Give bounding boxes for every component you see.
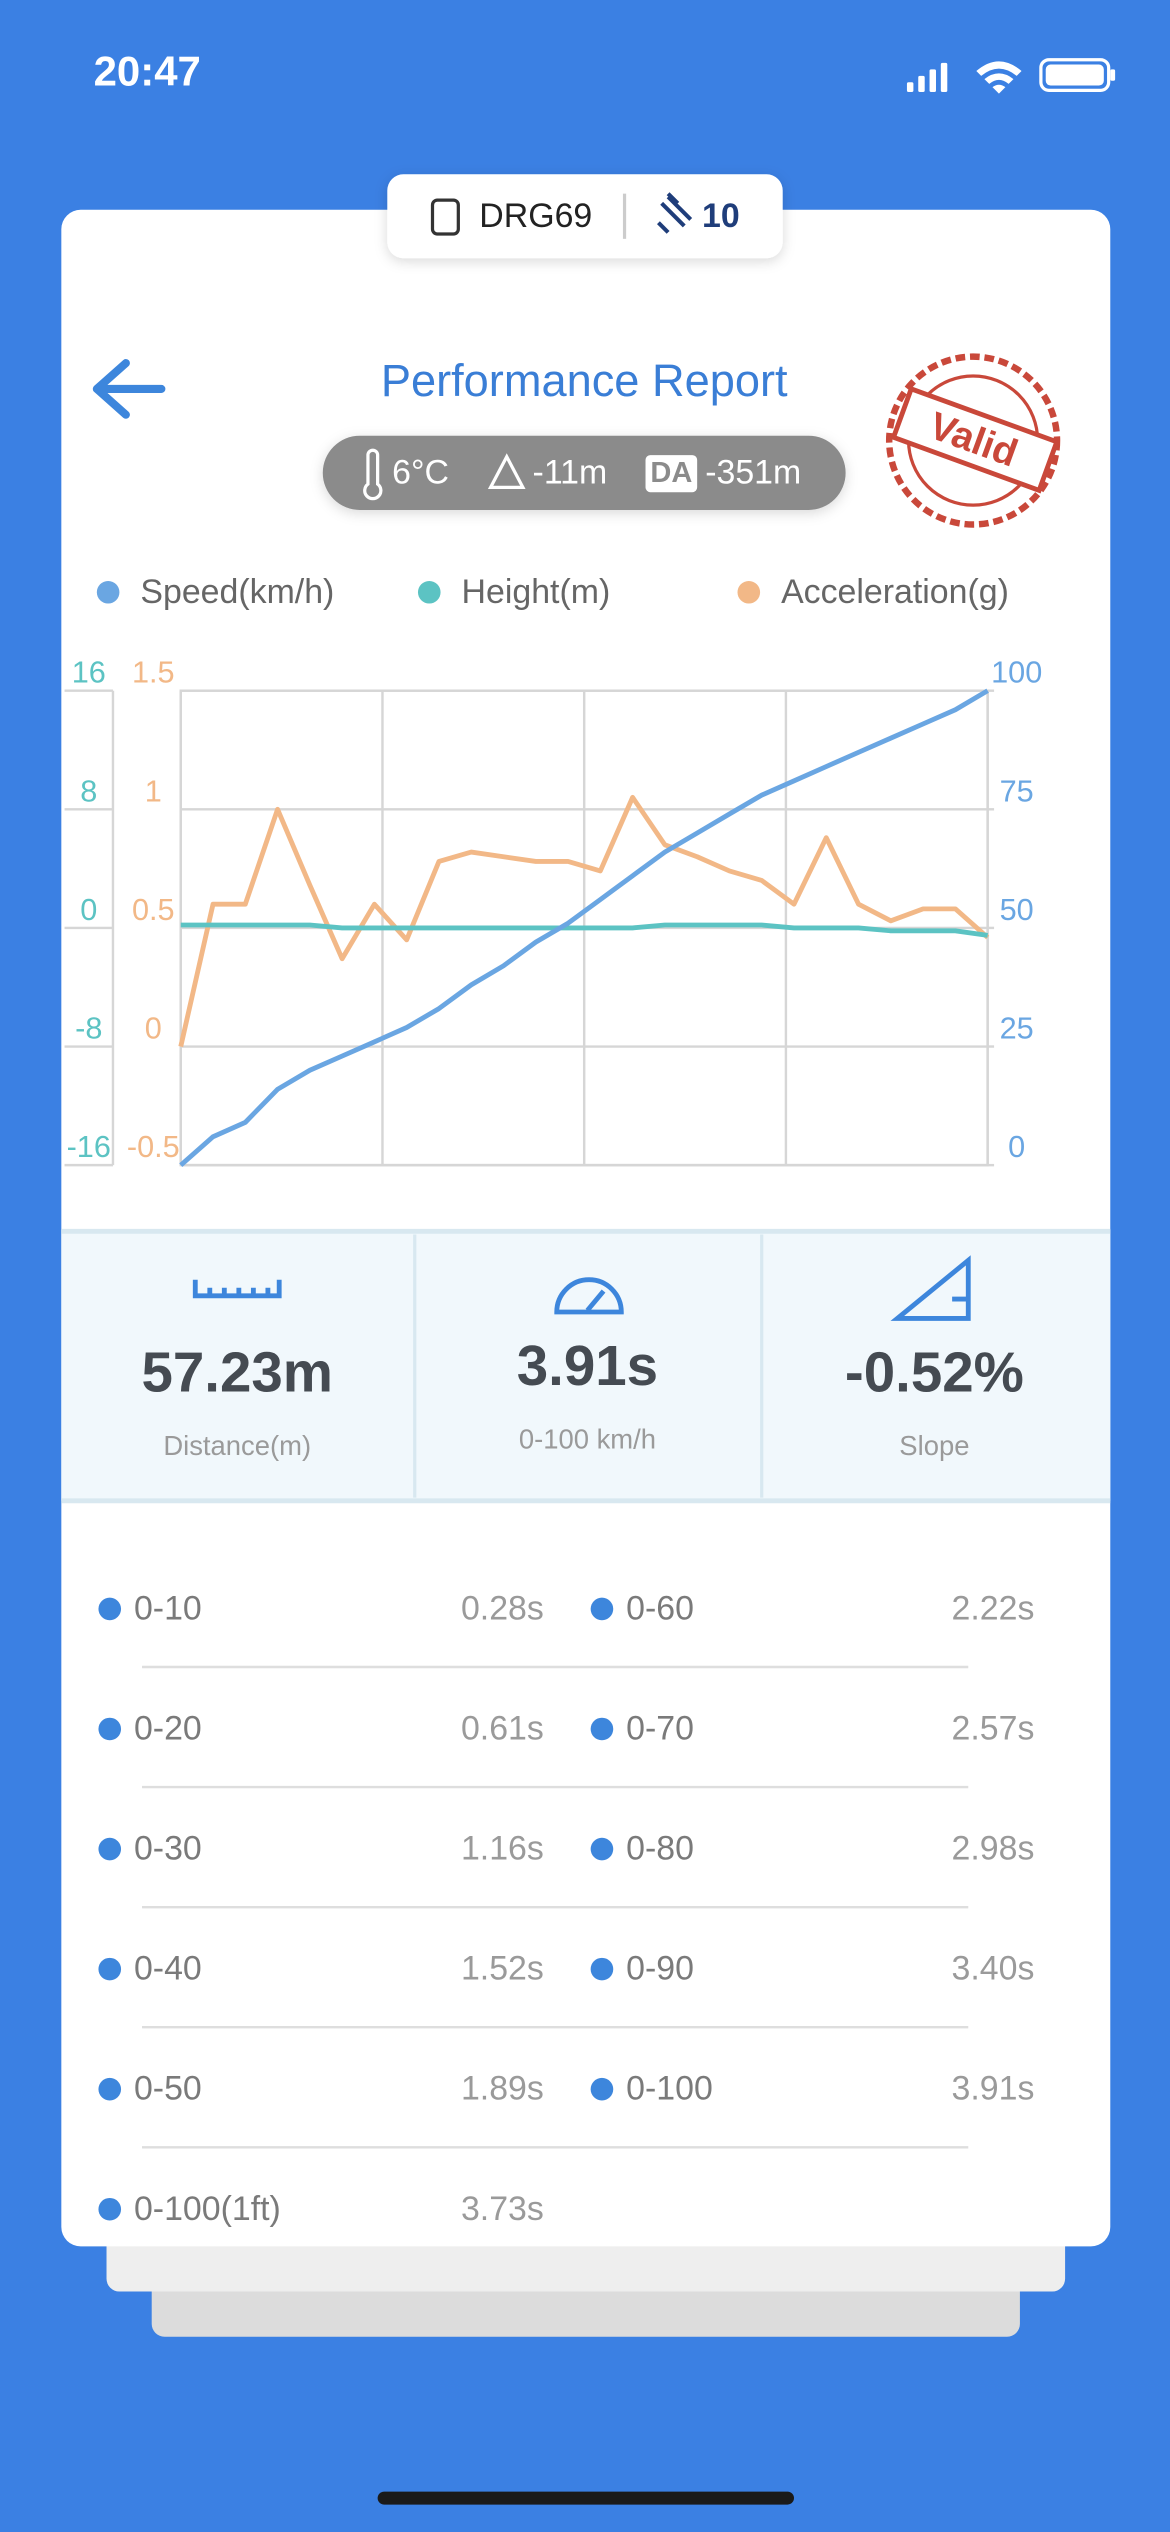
- summary: 57.23m Distance(m) 3.91s 0-100 km/h -0.52% Sl…: [141, 1334, 1023, 1461]
- da-badge: [645, 455, 698, 493]
- plot-frame: [179, 689, 989, 1167]
- status-icons: [906, 58, 1116, 94]
- split-dot: [98, 1837, 122, 1861]
- summary-icons: [192, 1255, 971, 1321]
- y3-tick-label: -8: [75, 1011, 102, 1045]
- split-dot: [590, 1837, 614, 1861]
- split-time: 3.91s: [952, 2070, 1035, 2108]
- split-dot: [590, 1597, 614, 1621]
- split-dot: [98, 1957, 122, 1981]
- split-time: 2.57s: [952, 1710, 1035, 1748]
- y3-tick-label: 8: [80, 774, 97, 808]
- split-label: 0-60: [626, 1589, 694, 1627]
- phone-icon: [430, 198, 460, 236]
- split-label: 0-70: [626, 1710, 694, 1748]
- chart: Speed(km/h) Height(m) Acceleration(g)1.510…: [64, 573, 1042, 1167]
- split-dot: [590, 2077, 614, 2101]
- summary-value: 3.91s: [517, 1334, 658, 1397]
- temperature: 6°C: [392, 453, 449, 491]
- split-time: 2.98s: [952, 1830, 1035, 1868]
- split-time: 1.89s: [461, 2070, 544, 2108]
- satellite-count: 10: [702, 197, 740, 235]
- y2-tick-label: 0: [1008, 1130, 1025, 1164]
- split-dot: [98, 1717, 122, 1741]
- summary-label: Slope: [899, 1430, 969, 1461]
- split-dot: [590, 1717, 614, 1741]
- summary-value: -0.52%: [845, 1340, 1024, 1403]
- split-time: 3.73s: [461, 2190, 544, 2228]
- y3-tick-label: 16: [72, 656, 106, 690]
- split-label: 0-20: [134, 1710, 202, 1748]
- legend-marker: [417, 580, 441, 604]
- split-time: 0.61s: [461, 1710, 544, 1748]
- y3-tick-label: -16: [67, 1130, 111, 1164]
- split-label: 0-30: [134, 1830, 202, 1868]
- y2-tick-label: 75: [1000, 774, 1034, 808]
- split-dot: [98, 1597, 122, 1621]
- y2-tick-label: 25: [1000, 1011, 1034, 1045]
- split-label: 0-90: [626, 1950, 694, 1988]
- split-label: 0-50: [134, 2070, 202, 2108]
- summary-label: Distance(m): [163, 1430, 311, 1461]
- split-label: 0-10: [134, 1589, 202, 1627]
- summary-value: 57.23m: [141, 1340, 333, 1403]
- conditions-pill: [322, 435, 846, 510]
- split-dot: [590, 1957, 614, 1981]
- satellite-icon: [657, 192, 693, 234]
- y3-tick-label: 0: [80, 893, 97, 927]
- legend-marker: [96, 580, 120, 604]
- y2-tick-label: 50: [1000, 893, 1034, 927]
- device-name: DRG69: [479, 197, 592, 235]
- summary-label: 0-100 km/h: [519, 1423, 656, 1454]
- split-time: 1.52s: [461, 1950, 544, 1988]
- altitude: -11m: [533, 453, 608, 491]
- home-indicator: [377, 2491, 794, 2505]
- da-label: DA: [650, 457, 692, 489]
- legend-label: Acceleration(g): [781, 573, 1009, 611]
- status-time: 20:47: [94, 47, 201, 94]
- valid-stamp: Valid: [885, 353, 1061, 528]
- split-time: 1.16s: [461, 1830, 544, 1868]
- series-line: [179, 688, 989, 1167]
- title: Performance Report: [381, 355, 788, 406]
- split-time: 3.40s: [952, 1950, 1035, 1988]
- series-line: [178, 794, 990, 1048]
- back-button[interactable]: [92, 359, 166, 419]
- splits-table: 0-10 0.28s 0-20 0.61s 0-30 1.16s 0-40 1.52s 0-50…: [98, 1589, 1035, 2228]
- legend-label: Height(m): [462, 573, 611, 611]
- split-dot: [98, 2197, 122, 2221]
- split-label: 0-40: [134, 1950, 202, 1988]
- y-tick-label: 0.5: [132, 893, 175, 927]
- y-tick-label: -0.5: [127, 1130, 180, 1164]
- device-pill[interactable]: [387, 174, 783, 259]
- condition-icons: [363, 448, 526, 501]
- report-card: [61, 209, 1111, 2247]
- split-time: 0.28s: [461, 1589, 544, 1627]
- y-tick-label: 0: [145, 1011, 162, 1045]
- split-label: 0-80: [626, 1830, 694, 1868]
- split-dot: [98, 2077, 122, 2101]
- summary-band: [61, 1229, 1111, 1501]
- legend-marker: [737, 580, 761, 604]
- y-tick-label: 1.5: [132, 656, 175, 690]
- y-tick-label: 1: [145, 774, 162, 808]
- split-label: 0-100: [626, 2070, 713, 2108]
- legend-label: Speed(km/h): [140, 573, 334, 611]
- split-time: 2.22s: [952, 1589, 1035, 1627]
- density-altitude: -351m: [705, 453, 801, 491]
- series-line: [180, 922, 988, 938]
- split-label: 0-100(1ft): [134, 2190, 281, 2228]
- y2-tick-label: 100: [991, 656, 1042, 690]
